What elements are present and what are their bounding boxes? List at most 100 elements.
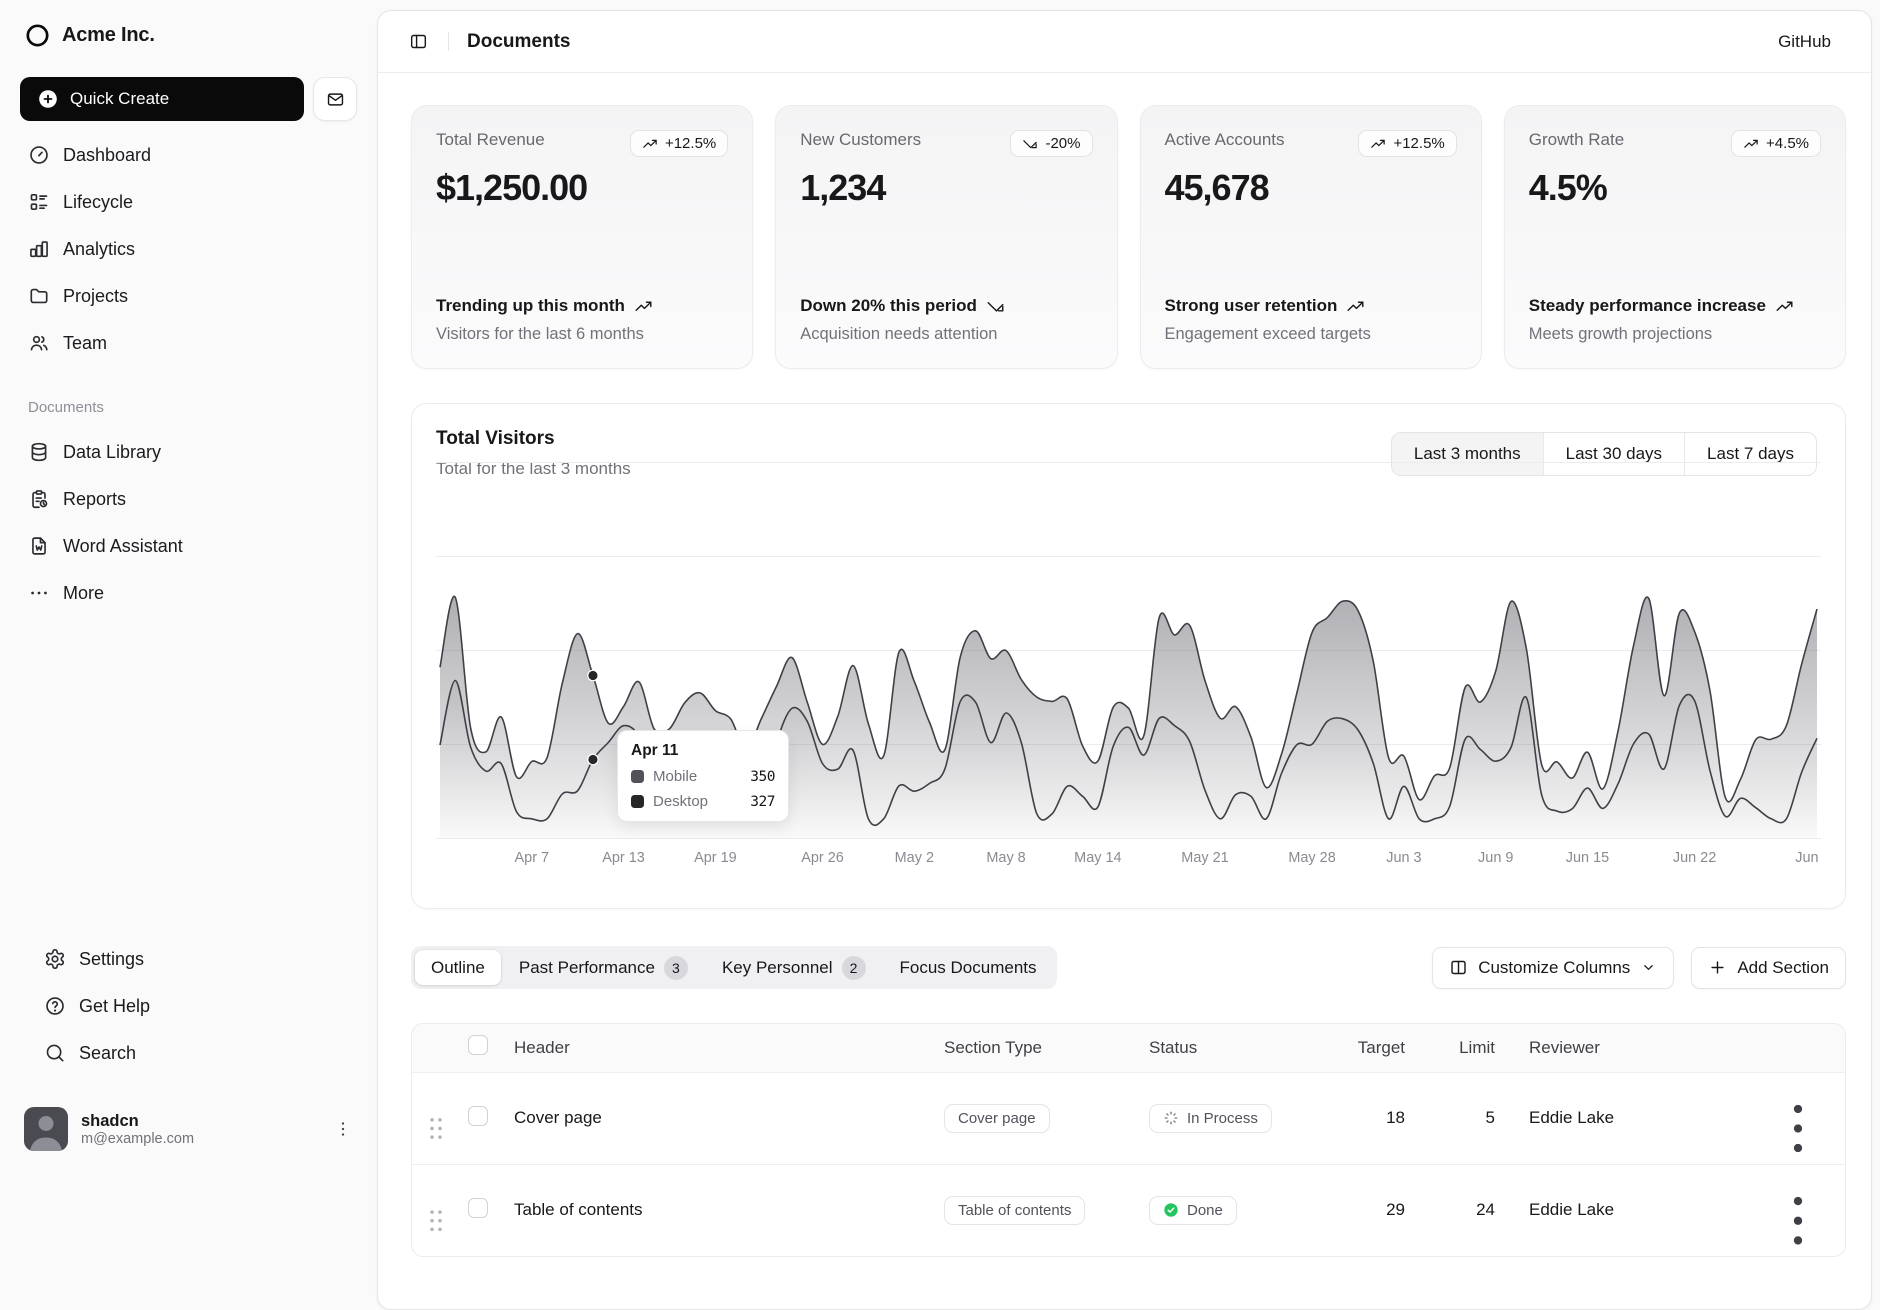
card-value: $1,250.00 [436, 167, 728, 209]
sidebar-item-label: Settings [79, 949, 144, 970]
row-actions-icon[interactable] [1759, 1093, 1837, 1164]
trend-badge: +12.5% [630, 130, 728, 157]
brand-name: Acme Inc. [62, 24, 155, 47]
mail-icon [326, 90, 345, 109]
sidebar-toggle-button[interactable] [400, 24, 436, 60]
sidebar-item-analytics[interactable]: Analytics [16, 229, 361, 269]
add-section-button[interactable]: Add Section [1691, 947, 1846, 989]
card-top: Active Accounts+12.5% [1165, 130, 1457, 157]
row-limit[interactable]: 5 [1431, 1072, 1521, 1164]
col-reviewer: Reviewer [1521, 1024, 1751, 1072]
brand[interactable]: Acme Inc. [0, 0, 377, 65]
select-all-checkbox[interactable] [468, 1035, 488, 1055]
card-label: Active Accounts [1165, 130, 1285, 150]
add-section-label: Add Section [1737, 958, 1829, 978]
series-label: Desktop [653, 793, 708, 810]
card-label: Total Revenue [436, 130, 545, 150]
main-panel: Documents GitHub Total Revenue +12.5% $1,2… [377, 10, 1872, 1310]
card-top: Total Revenue +12.5% [436, 130, 728, 157]
row-checkbox[interactable] [468, 1106, 488, 1126]
tab-key-personnel[interactable]: Key Personnel2 [706, 950, 882, 985]
series-swatch [631, 770, 644, 783]
sidebar-item-label: Reports [63, 489, 126, 510]
section-type-badge: Cover page [944, 1104, 1050, 1133]
drag-handle-icon[interactable] [420, 1185, 452, 1257]
trend-badge: -20% [1010, 130, 1092, 157]
search-icon [44, 1042, 66, 1064]
user-menu-dots-icon[interactable] [333, 1119, 353, 1139]
svg-text:May 2: May 2 [895, 850, 934, 866]
sidebar-item-settings[interactable]: Settings [32, 939, 345, 979]
sidebar-item-get-help[interactable]: Get Help [32, 986, 345, 1026]
card-footer: Down 20% this periodAcquisition needs at… [800, 295, 1092, 344]
help-icon [44, 995, 66, 1017]
panel-left-icon [409, 32, 428, 51]
series-value: 327 [750, 794, 775, 810]
ellipsis-icon [28, 582, 50, 604]
row-limit[interactable]: 24 [1431, 1164, 1521, 1256]
svg-text:Apr 19: Apr 19 [694, 850, 737, 866]
page-header: Documents GitHub [378, 11, 1871, 73]
sidebar-item-lifecycle[interactable]: Lifecycle [16, 182, 361, 222]
sidebar-item-team[interactable]: Team [16, 323, 361, 363]
card-footer-note: Visitors for the last 6 months [436, 325, 728, 344]
card-value: 1,234 [800, 167, 1092, 209]
row-reviewer[interactable]: Eddie Lake [1521, 1164, 1751, 1256]
user-text: shadcn m@example.com [81, 1111, 194, 1148]
sidebar-item-data-library[interactable]: Data Library [16, 432, 361, 472]
stat-card-new-customers: New Customers-20% 1,234 Down 20% this peri… [775, 105, 1117, 369]
sidebar-item-label: Get Help [79, 996, 150, 1017]
sidebar-item-search[interactable]: Search [32, 1033, 345, 1073]
card-top: Growth Rate+4.5% [1529, 130, 1821, 157]
row-checkbox[interactable] [468, 1198, 488, 1218]
row-target[interactable]: 18 [1341, 1072, 1431, 1164]
trend-up-icon [1370, 136, 1386, 152]
user-name: shadcn [81, 1111, 194, 1132]
table-toolbar: OutlinePast Performance3Key Personnel2Fo… [411, 946, 1846, 989]
content: Total Revenue+12.5%$1,250.00Trending up … [378, 73, 1871, 1257]
status-badge: Done [1149, 1196, 1237, 1225]
sidebar-item-projects[interactable]: Projects [16, 276, 361, 316]
quick-create-label: Quick Create [70, 89, 169, 109]
col-actions [1751, 1024, 1845, 1072]
row-target[interactable]: 29 [1341, 1164, 1431, 1256]
user-menu[interactable]: shadcn m@example.com [16, 1099, 361, 1161]
stat-card-total-revenue: Total Revenue+12.5%$1,250.00Trending up … [411, 105, 753, 369]
col-limit: Limit [1431, 1024, 1521, 1072]
sidebar-item-reports[interactable]: Reports [16, 479, 361, 519]
sidebar-item-dashboard[interactable]: Dashboard [16, 135, 361, 175]
tab-past-performance[interactable]: Past Performance3 [503, 950, 704, 985]
row-header[interactable]: Cover page [514, 1108, 602, 1127]
svg-text:Jun 9: Jun 9 [1478, 850, 1513, 866]
customize-columns-button[interactable]: Customize Columns [1432, 947, 1674, 989]
row-actions-icon[interactable] [1759, 1185, 1837, 1257]
card-footer: Steady performance increaseMeets growth … [1529, 295, 1821, 344]
tooltip-date: Apr 11 [631, 742, 775, 760]
chart-tooltip: Apr 11 Mobile350Desktop327 [617, 730, 789, 822]
avatar [24, 1107, 68, 1151]
trend-badge-value: -20% [1045, 135, 1080, 152]
dashboard-icon [28, 144, 50, 166]
row-header[interactable]: Table of contents [514, 1200, 643, 1219]
stat-card-active-accounts: Active Accounts+12.5%45,678Strong user r… [1140, 105, 1482, 369]
tab-focus-documents[interactable]: Focus Documents [884, 950, 1053, 985]
inbox-button[interactable] [313, 77, 357, 121]
tab-outline[interactable]: Outline [415, 950, 501, 985]
svg-text:Jun 3: Jun 3 [1386, 850, 1421, 866]
sidebar-item-word-assistant[interactable]: Word Assistant [16, 526, 361, 566]
stat-cards: Total Revenue+12.5%$1,250.00Trending up … [411, 105, 1846, 369]
folder-icon [28, 285, 50, 307]
svg-text:Jun 15: Jun 15 [1566, 850, 1609, 866]
card-top: New Customers-20% [800, 130, 1092, 157]
drag-handle-icon[interactable] [420, 1093, 452, 1164]
quick-create-button[interactable]: Quick Create [20, 77, 304, 121]
svg-text:May 8: May 8 [986, 850, 1025, 866]
row-reviewer[interactable]: Eddie Lake [1521, 1072, 1751, 1164]
trend-up-icon [1775, 297, 1794, 316]
sidebar-item-more[interactable]: More [16, 573, 361, 613]
analytics-icon [28, 238, 50, 260]
report-icon [28, 488, 50, 510]
svg-text:May 14: May 14 [1074, 850, 1121, 866]
github-link[interactable]: GitHub [1778, 32, 1831, 52]
chevron-down-icon [1640, 959, 1657, 976]
